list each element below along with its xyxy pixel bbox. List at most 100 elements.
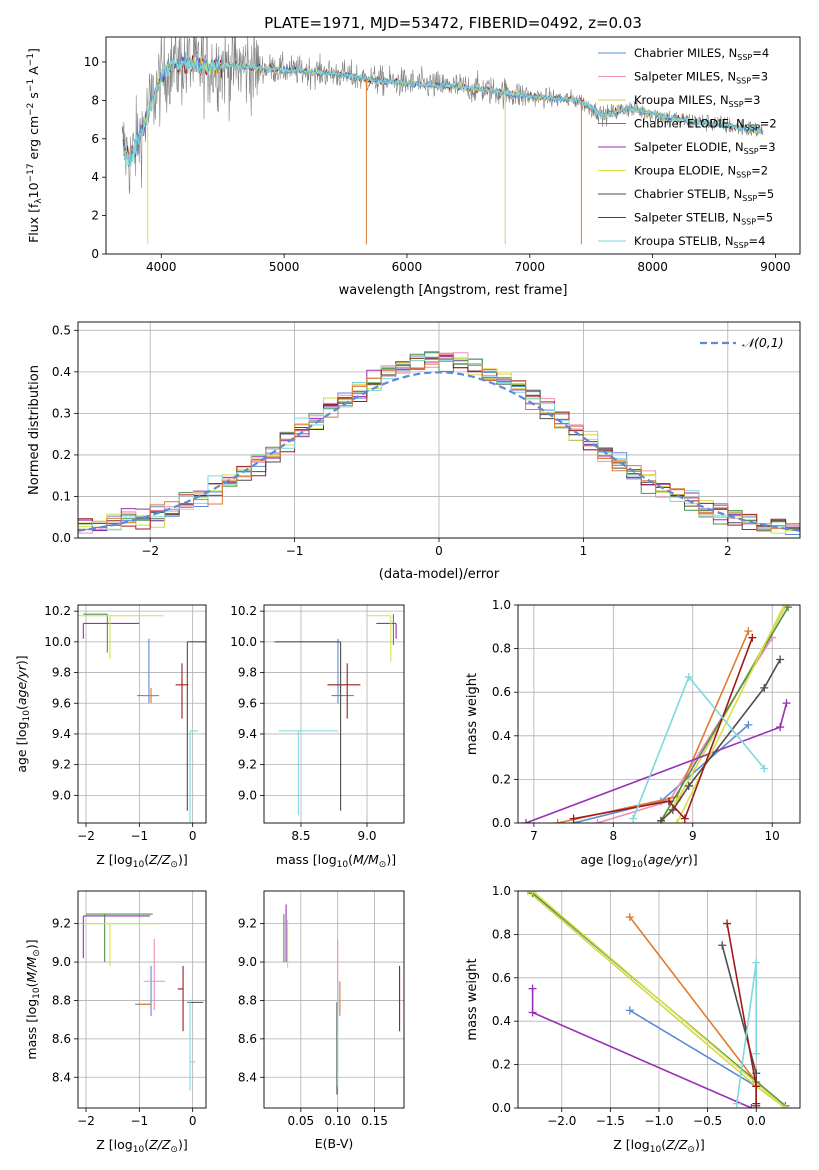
- point-marker: [748, 633, 757, 642]
- x-tick-label: 0: [435, 544, 443, 558]
- x-tick-label: 1: [580, 544, 588, 558]
- y-tick-label: 4: [91, 170, 99, 184]
- point-marker: [752, 1099, 761, 1108]
- series-line: [676, 605, 785, 823]
- x-tick-label: −2: [77, 829, 95, 843]
- legend-label: Salpeter STELIB, NSSP=5: [634, 211, 773, 227]
- y-tick-label: 0.4: [52, 365, 71, 379]
- data-point: [278, 730, 338, 816]
- data-point: [135, 965, 152, 1016]
- y-tick-label: 9.2: [52, 758, 71, 772]
- data-point: [186, 641, 206, 811]
- y-tick-label: 9.0: [52, 788, 71, 802]
- legend-label: Kroupa STELIB, NSSP=4: [634, 234, 765, 250]
- axes-frame: [263, 604, 405, 824]
- data-point: [175, 663, 189, 719]
- data-point: [83, 613, 108, 653]
- point-marker: [684, 781, 693, 790]
- y-tick-label: 8.4: [238, 1070, 257, 1084]
- point-marker: [718, 941, 727, 950]
- y-tick-label: 2: [91, 209, 99, 223]
- legend-label: Salpeter ELODIE, NSSP=3: [634, 140, 776, 156]
- y-tick-label: 9.2: [238, 917, 257, 931]
- x-axis-label: age [log10(age/yr)]: [580, 852, 697, 870]
- x-tick-label: 0.0: [747, 1114, 766, 1128]
- y-tick-label: 0.0: [52, 531, 71, 545]
- point-marker: [521, 819, 530, 823]
- x-tick-label: −1: [130, 829, 148, 843]
- point-marker: [664, 797, 673, 806]
- x-tick-label: 7: [530, 829, 538, 843]
- y-tick-label: 9.4: [52, 727, 71, 741]
- errorbars: [283, 904, 401, 1095]
- point-marker: [784, 605, 793, 612]
- spectrum-lines: [121, 37, 764, 245]
- y-axis-label: mass weight: [465, 958, 480, 1040]
- point-marker: [744, 720, 753, 729]
- panel-spectrum: 4000 5000 6000 7000 8000 9000 0 2 4 6 8 10 PLATE=197…: [26, 14, 801, 298]
- series-line: [573, 724, 749, 823]
- point-marker: [625, 1006, 634, 1015]
- point-marker: [528, 1008, 537, 1017]
- y-tick-label: 6: [91, 132, 99, 146]
- gaussian-curve: [78, 371, 800, 532]
- x-tick-label: −2: [77, 1114, 95, 1128]
- y-tick-label: 0.6: [492, 971, 511, 985]
- y-tick-label: 8.6: [238, 1032, 257, 1046]
- errorbars: [274, 614, 397, 816]
- histogram-step: [78, 352, 800, 532]
- point-marker: [747, 1104, 756, 1108]
- data-point: [86, 913, 153, 963]
- panel-massweight_vs_Z: −2.0 −1.5 −1.0 −0.5 0.0 0.0 0.2 0.4 0.6 0.8 1.0 mas…: [465, 884, 801, 1155]
- panel-age_vs_Z: −2 −1 0 9.0 9.2 9.4 9.6 9.8 10.0 10.2 Z [log10(Z/Z…: [14, 604, 207, 870]
- y-tick-label: 9.8: [238, 666, 257, 680]
- chart-title: PLATE=1971, MJD=53472, FIBERID=0492, z=0…: [264, 14, 642, 32]
- x-tick-label: 9.0: [357, 829, 376, 843]
- data-point: [327, 663, 361, 719]
- series-line: [573, 637, 754, 821]
- legend-label: Chabrier MILES, NSSP=4: [634, 46, 769, 62]
- point-marker: [752, 1082, 761, 1091]
- point-marker: [553, 819, 562, 823]
- x-tick-label: −2.0: [547, 1114, 576, 1128]
- y-tick-label: 0.0: [492, 816, 511, 830]
- point-marker: [752, 958, 761, 967]
- data-point: [83, 923, 158, 966]
- y-axis-label: mass weight: [465, 673, 480, 755]
- series-line: [532, 891, 786, 1108]
- point-marker: [680, 814, 689, 823]
- y-tick-label: 9.8: [52, 666, 71, 680]
- legend-label: Kroupa ELODIE, NSSP=2: [634, 164, 768, 180]
- point-marker: [656, 816, 665, 823]
- legend-label: Kroupa MILES, NSSP=3: [634, 93, 760, 109]
- axes-frame: [77, 604, 207, 824]
- y-axis-label: Normed distribution: [27, 365, 42, 495]
- axes-frame: [517, 604, 801, 824]
- y-tick-label: 0.8: [492, 642, 511, 656]
- point-marker: [625, 913, 634, 922]
- y-tick-label: 9.2: [238, 758, 257, 772]
- data-point: [143, 939, 165, 1011]
- x-tick-label: −0.5: [693, 1114, 722, 1128]
- axes-frame: [105, 36, 801, 255]
- point-marker: [732, 1099, 741, 1108]
- point-marker: [782, 699, 791, 708]
- x-tick-label: 9: [689, 829, 697, 843]
- x-tick-label: 2: [724, 544, 732, 558]
- y-tick-label: 9.6: [52, 696, 71, 710]
- y-tick-label: 9.0: [52, 955, 71, 969]
- point-marker: [760, 764, 769, 773]
- point-marker: [523, 891, 532, 895]
- data-point: [82, 915, 150, 959]
- y-tick-label: 0.4: [492, 729, 511, 743]
- x-tick-label: −1: [286, 544, 304, 558]
- y-tick-label: 9.4: [238, 727, 257, 741]
- legend-label: 𝒩(0,1): [742, 335, 784, 350]
- point-marker: [528, 891, 537, 895]
- axes-frame: [517, 890, 801, 1109]
- point-marker: [744, 627, 753, 636]
- y-tick-label: 0.6: [492, 685, 511, 699]
- lines: [521, 605, 793, 823]
- point-marker: [593, 819, 602, 823]
- y-tick-label: 0.1: [52, 489, 71, 503]
